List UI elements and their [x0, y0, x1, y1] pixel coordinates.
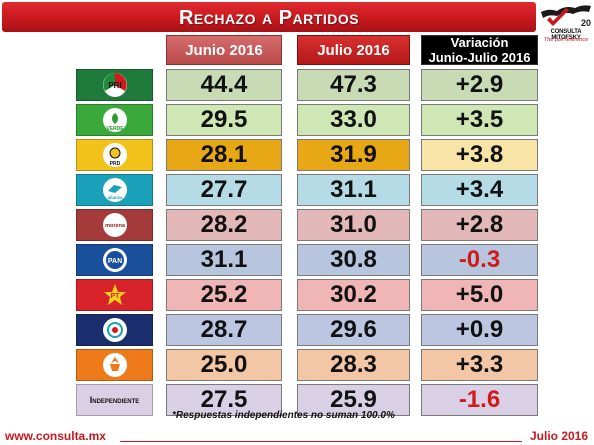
party-logo-movimiento-ciudadano	[76, 314, 153, 346]
table-cell-julio: 33.0	[297, 104, 410, 136]
prd-logo-icon: PRD	[102, 143, 127, 167]
party-logo-verde: VERDE	[76, 104, 153, 136]
table-cell-junio: 25.0	[166, 349, 282, 381]
prd-logo-text: PRD	[109, 161, 120, 167]
table-cell-variacion: +3.8	[421, 139, 538, 171]
table-cell-variacion: +0.9	[421, 314, 538, 346]
table-cell-variacion: +2.8	[421, 209, 538, 241]
table-cell-variacion: +5.0	[421, 279, 538, 311]
logo-name: CONSULTA MITOFSKY	[550, 29, 582, 41]
table-cell-variacion: -1.6	[421, 384, 538, 416]
table-cell-julio: 47.3	[297, 69, 410, 101]
table-cell-variacion: +3.3	[421, 349, 538, 381]
footer-divider	[120, 441, 522, 442]
nueva-alianza-logo-icon	[102, 318, 127, 342]
footnote: *Respuestas independientes no suman 100.…	[172, 410, 395, 421]
table-cell-julio: 28.3	[297, 349, 410, 381]
pri-logo-text: PRI	[108, 81, 121, 90]
table-cell-julio: 31.9	[297, 139, 410, 171]
table-cell-julio: 30.8	[297, 244, 410, 276]
table-cell-variacion: -0.3	[421, 244, 538, 276]
pri-logo-icon: PRI	[102, 73, 127, 97]
variacion-header-line1: Variación	[450, 35, 509, 50]
pan-logo-icon: PAN	[102, 248, 127, 272]
alianza-logo-icon: alianza	[102, 178, 127, 202]
table-cell-julio: 30.2	[297, 279, 410, 311]
logo-tagline: The poll reference	[543, 37, 589, 43]
consulta-mitofsky-logo: 20 CONSULTA MITOFSKY The poll reference	[539, 2, 593, 46]
morena-logo-text: morena	[105, 223, 126, 229]
verde-logo-text: VERDE	[106, 126, 124, 132]
party-logo-alianza: alianza	[76, 174, 153, 206]
table-cell-junio: 44.4	[166, 69, 282, 101]
party-logo-pri: PRI	[76, 69, 153, 101]
party-logo-pes	[76, 349, 153, 381]
table-cell-variacion: +2.9	[421, 69, 538, 101]
table-cell-julio: 31.0	[297, 209, 410, 241]
morena-logo-icon: morena	[102, 213, 127, 237]
page-title: Rechazo a Partidos	[178, 7, 360, 29]
table-cell-variacion: +3.5	[421, 104, 538, 136]
pan-logo-text: PAN	[107, 258, 121, 265]
table-cell-julio: 29.6	[297, 314, 410, 346]
table-cell-variacion: +3.4	[421, 174, 538, 206]
column-header-variacion: Variación Junio-Julio 2016	[421, 35, 538, 65]
variacion-header-line2: Junio-Julio 2016	[428, 50, 531, 65]
party-logo-pan: PAN	[76, 244, 153, 276]
pt-logo-text: PT	[110, 293, 120, 300]
checkmark-logo-icon: 20	[541, 5, 591, 28]
table-cell-junio: 27.7	[166, 174, 282, 206]
footer-url[interactable]: www.consulta.mx	[5, 429, 106, 443]
party-logo-morena: morena	[76, 209, 153, 241]
table-cell-junio: 28.7	[166, 314, 282, 346]
table-cell-junio: 25.2	[166, 279, 282, 311]
table-cell-junio: 28.2	[166, 209, 282, 241]
column-header-julio: Julio 2016	[297, 35, 410, 65]
verde-logo-icon: VERDE	[102, 108, 127, 132]
footer-date: Julio 2016	[530, 429, 589, 443]
alianza-logo-text: alianza	[107, 195, 123, 200]
table-cell-junio: 28.1	[166, 139, 282, 171]
logo-badge: 20	[581, 18, 591, 28]
movimiento-ciudadano-logo-icon	[102, 353, 127, 377]
title-bar: Rechazo a Partidos	[2, 2, 536, 32]
party-logo-pt: PT	[76, 279, 153, 311]
table-cell-junio: 31.1	[166, 244, 282, 276]
party-label-independiente: Independiente	[76, 384, 153, 416]
pt-logo-icon: PT	[103, 284, 126, 305]
table-cell-junio: 27.5	[166, 384, 282, 416]
table-cell-junio: 29.5	[166, 104, 282, 136]
column-header-junio: Junio 2016	[166, 35, 282, 65]
party-logo-prd: PRD	[76, 139, 153, 171]
table-cell-julio: 31.1	[297, 174, 410, 206]
independiente-label: Independiente	[89, 395, 140, 405]
table-cell-julio: 25.9	[297, 384, 410, 416]
